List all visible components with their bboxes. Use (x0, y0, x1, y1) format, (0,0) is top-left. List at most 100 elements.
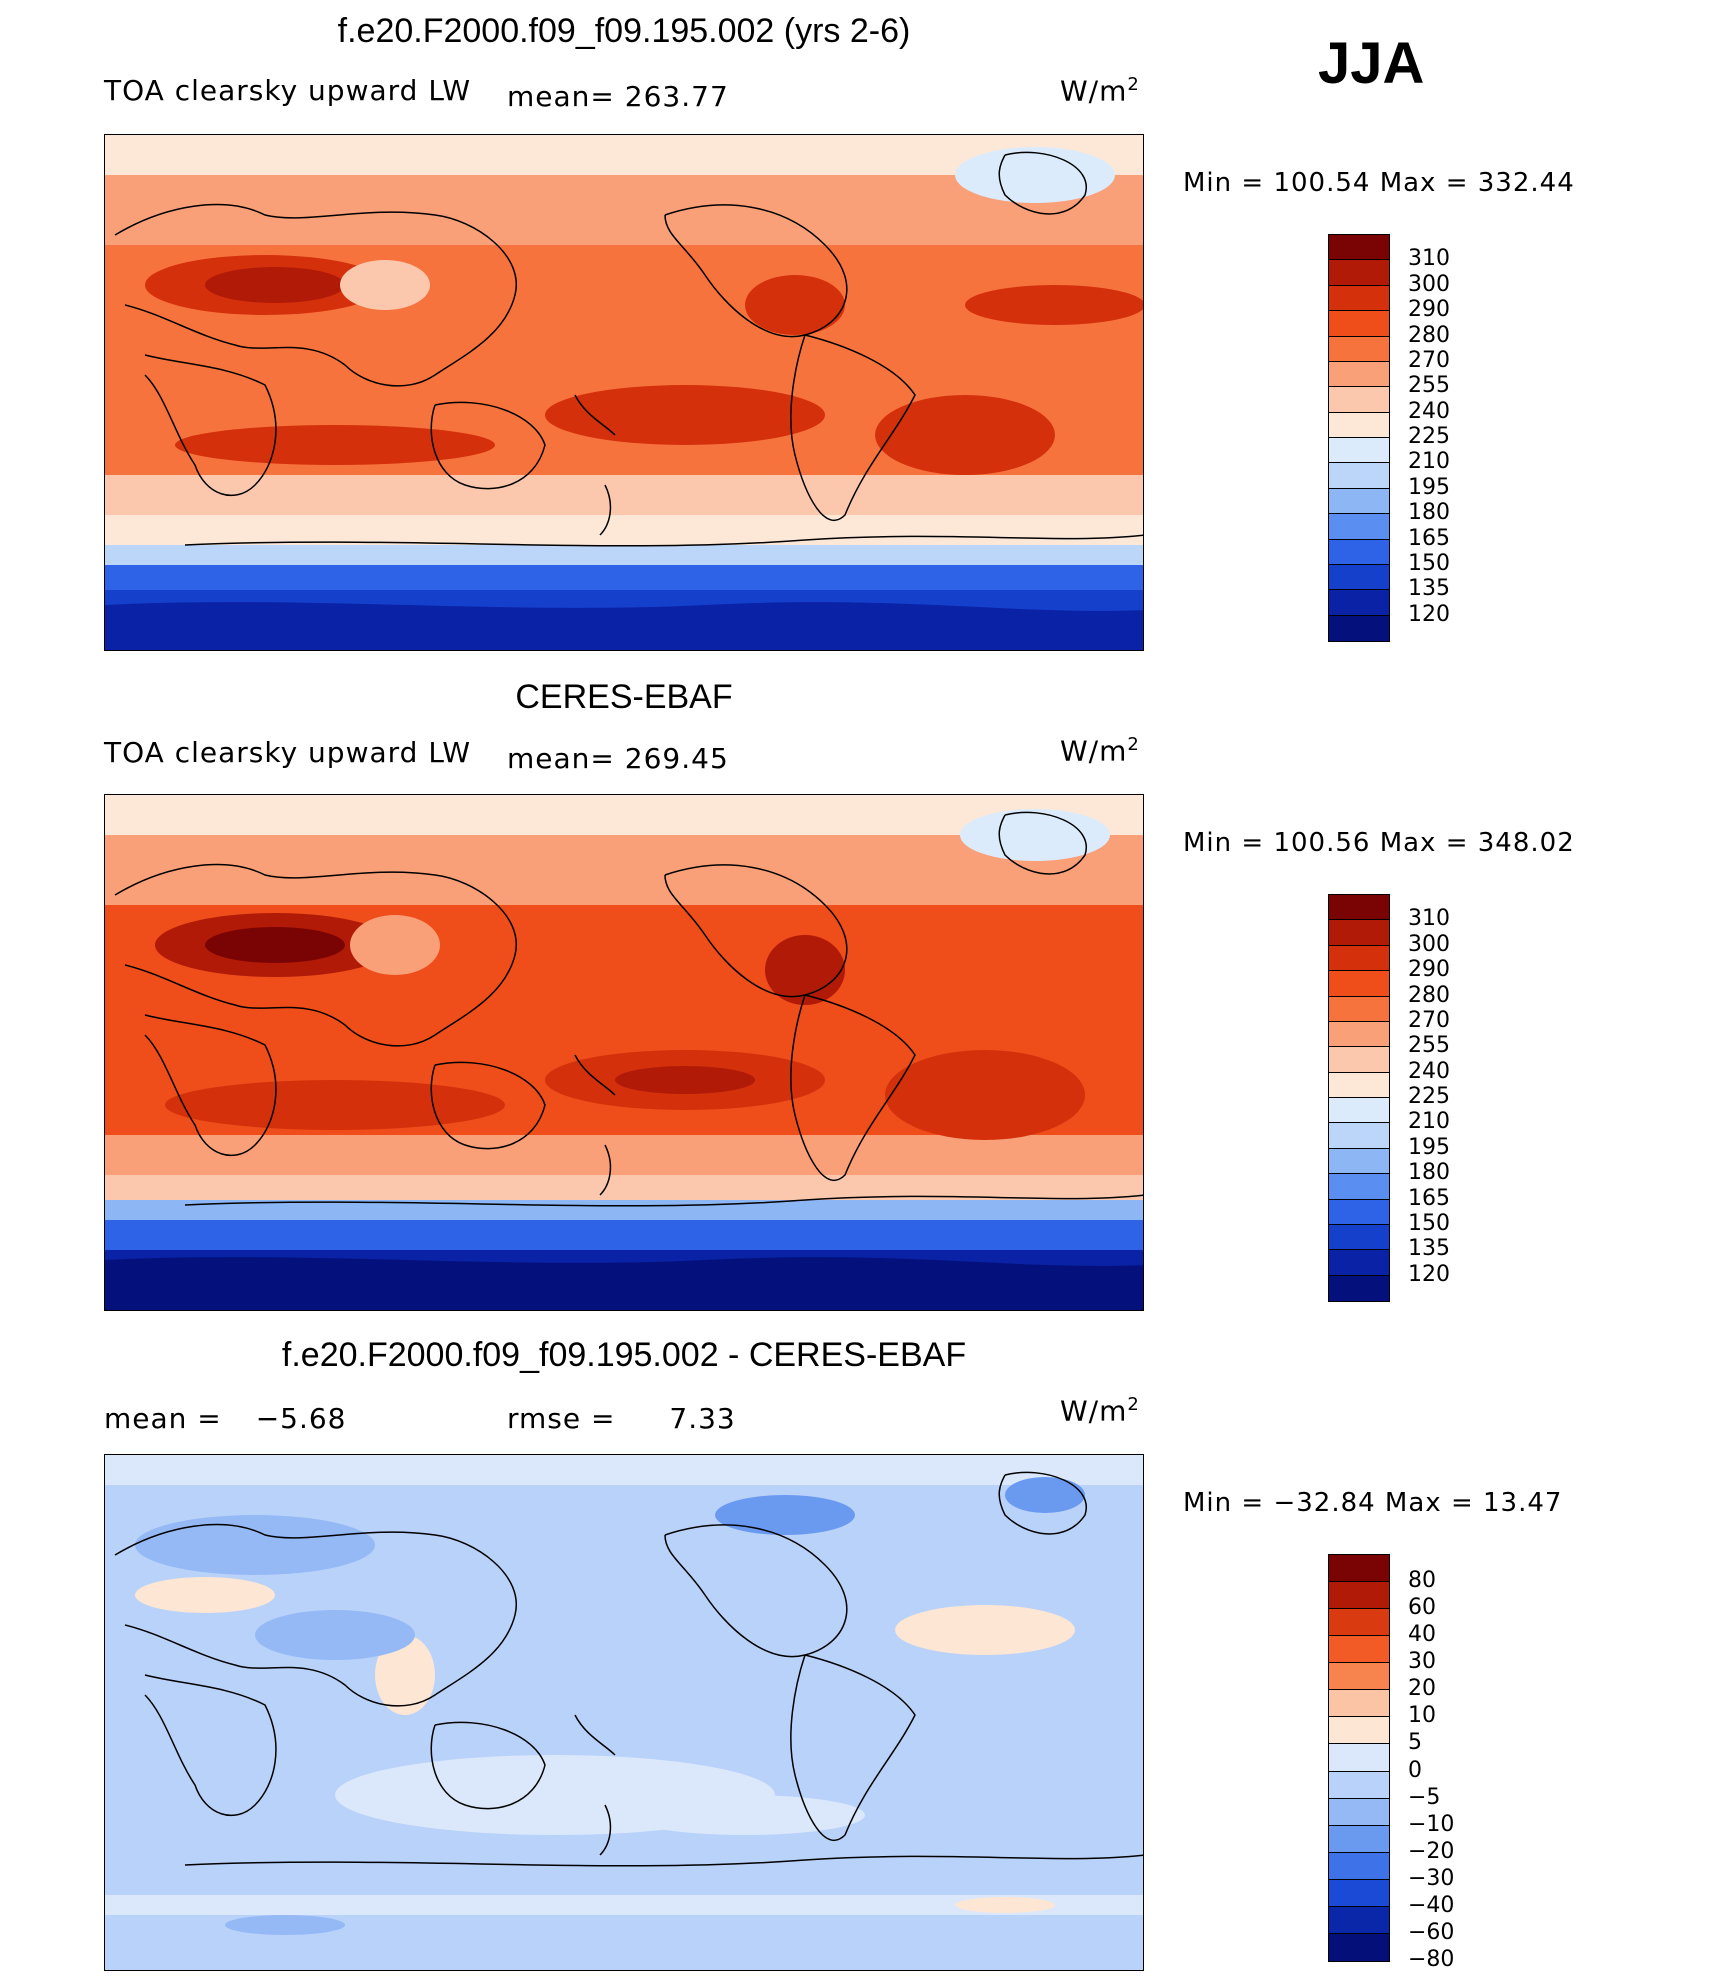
colorbar-segment (1329, 260, 1389, 286)
colorbar-tick-label: 280 (1408, 982, 1450, 1008)
colorbar-segment (1329, 1047, 1389, 1073)
panel-3-colorbar (1328, 1554, 1390, 1962)
colorbar-segment (1329, 412, 1389, 438)
colorbar-tick-label: 290 (1408, 957, 1450, 983)
colorbar-tick-label: −40 (1408, 1892, 1455, 1918)
colorbar-tick-label: 165 (1408, 525, 1450, 551)
colorbar-segment (1329, 1690, 1389, 1718)
panel-2-title: CERES-EBAF (515, 678, 733, 716)
panel-3-units-base: W/m (1060, 1394, 1128, 1428)
colorbar-segment (1329, 615, 1389, 641)
colorbar-segment (1329, 1224, 1389, 1251)
panel-2-units: W/m2 (1060, 734, 1140, 767)
colorbar-tick-label: 225 (1408, 1084, 1450, 1109)
panel-2-mean-label: mean= 269.45 (507, 742, 729, 775)
colorbar-segment (1329, 1123, 1389, 1149)
colorbar-segment (1329, 1148, 1389, 1175)
colorbar-segment (1329, 1663, 1389, 1691)
panel-2-units-exp: 2 (1127, 734, 1140, 755)
colorbar-segment (1329, 996, 1389, 1022)
panel-2-mean-value: 269.45 (624, 742, 729, 775)
panel-3-rmse-value: 7.33 (669, 1402, 736, 1435)
colorbar-tick-label: 290 (1408, 297, 1450, 323)
colorbar-segment (1329, 235, 1389, 261)
colorbar-segment (1329, 361, 1389, 388)
colorbar-segment (1329, 336, 1389, 362)
colorbar-segment (1329, 564, 1389, 591)
panel-2-colorbar (1328, 894, 1390, 1302)
colorbar-segment (1329, 1555, 1389, 1583)
colorbar-segment (1329, 920, 1389, 946)
panel-2-min-max: Min = 100.56 Max = 348.02 (1183, 828, 1575, 858)
colorbar-tick-label: 120 (1408, 601, 1450, 627)
colorbar-segment (1329, 1744, 1389, 1772)
colorbar-tick-label: −10 (1408, 1811, 1455, 1837)
colorbar-segment (1329, 1609, 1389, 1637)
colorbar-tick-label: 5 (1408, 1730, 1422, 1756)
panel-1-units-exp: 2 (1127, 74, 1140, 95)
season-label: JJA (1318, 31, 1425, 96)
colorbar-segment (1329, 463, 1389, 489)
colorbar-tick-label: 300 (1408, 931, 1450, 957)
colorbar-tick-label: −80 (1408, 1947, 1455, 1972)
colorbar-segment (1329, 539, 1389, 565)
colorbar-segment (1329, 945, 1389, 972)
colorbar-segment (1329, 1852, 1389, 1880)
colorbar-tick-label: 20 (1408, 1676, 1436, 1702)
colorbar-tick-label: 135 (1408, 1236, 1450, 1262)
colorbar-tick-label: 280 (1408, 322, 1450, 348)
colorbar-tick-label: 310 (1408, 246, 1450, 272)
colorbar-tick-label: −5 (1408, 1784, 1441, 1810)
colorbar-tick-label: 210 (1408, 449, 1450, 475)
colorbar-tick-label: 240 (1408, 1058, 1450, 1084)
colorbar-tick-label: 165 (1408, 1185, 1450, 1211)
colorbar-tick-label: 210 (1408, 1109, 1450, 1135)
panel-1-variable-label: TOA clearsky upward LW (104, 74, 472, 107)
colorbar-segment (1329, 590, 1389, 616)
colorbar-tick-label: 180 (1408, 500, 1450, 526)
colorbar-tick-label: 150 (1408, 1210, 1450, 1236)
colorbar-tick-label: 195 (1408, 474, 1450, 500)
panel-2-map (104, 794, 1144, 1311)
colorbar-segment (1329, 387, 1389, 413)
colorbar-tick-label: 80 (1408, 1568, 1436, 1594)
panel-3-rmse-label: rmse = 7.33 (507, 1402, 736, 1435)
colorbar-segment (1329, 1933, 1389, 1961)
colorbar-tick-label: 40 (1408, 1622, 1436, 1648)
colorbar-segment (1329, 1717, 1389, 1745)
panel-3-map (104, 1454, 1144, 1971)
colorbar-tick-label: 270 (1408, 347, 1450, 373)
colorbar-tick-label: 255 (1408, 1033, 1450, 1059)
colorbar-segment (1329, 1098, 1389, 1124)
panel-3-units: W/m2 (1060, 1394, 1140, 1427)
panel-2-units-base: W/m (1060, 734, 1128, 768)
panel-3-units-exp: 2 (1127, 1394, 1140, 1415)
panel-3-mean-label: mean = −5.68 (104, 1402, 347, 1435)
colorbar-segment (1329, 488, 1389, 515)
panel-1-colorbar (1328, 234, 1390, 642)
colorbar-tick-label: −60 (1408, 1919, 1455, 1945)
colorbar-segment (1329, 1879, 1389, 1907)
panel-1-map-svg (105, 135, 1143, 650)
colorbar-segment (1329, 1250, 1389, 1276)
colorbar-tick-label: −20 (1408, 1838, 1455, 1864)
colorbar-segment (1329, 1636, 1389, 1664)
colorbar-segment (1329, 311, 1389, 337)
colorbar-segment (1329, 1906, 1389, 1934)
panel-3-min-max: Min = −32.84 Max = 13.47 (1183, 1488, 1563, 1518)
panel-1-units-base: W/m (1060, 74, 1128, 108)
colorbar-tick-label: 300 (1408, 271, 1450, 297)
panel-1-min-max: Min = 100.54 Max = 332.44 (1183, 168, 1575, 198)
panel-2-variable-label: TOA clearsky upward LW (104, 736, 472, 769)
panel-1-units: W/m2 (1060, 74, 1140, 107)
colorbar-tick-label: 310 (1408, 906, 1450, 932)
panel-3-map-svg (105, 1455, 1143, 1970)
colorbar-segment (1329, 285, 1389, 312)
panel-1-mean-value: 263.77 (624, 80, 729, 113)
panel-1-map (104, 134, 1144, 651)
panel-2-map-svg (105, 795, 1143, 1310)
colorbar-tick-label: 60 (1408, 1595, 1436, 1621)
colorbar-tick-label: 0 (1408, 1757, 1422, 1783)
colorbar-tick-label: 120 (1408, 1261, 1450, 1287)
panel-3-title: f.e20.F2000.f09_f09.195.002 - CERES-EBAF (281, 1336, 967, 1374)
